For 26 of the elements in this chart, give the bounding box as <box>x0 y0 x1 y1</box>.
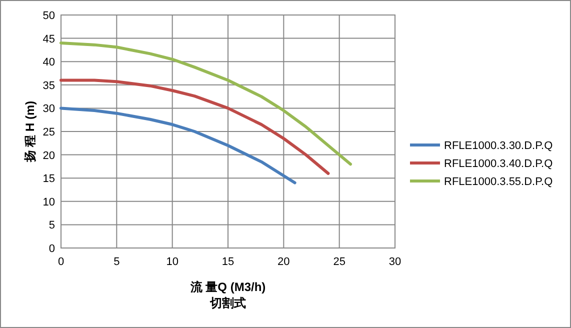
line-series <box>60 106 296 184</box>
y-tick-label: 0 <box>48 243 55 255</box>
y-tick-label: 5 <box>48 220 55 232</box>
y-tick-label: 40 <box>42 56 55 69</box>
x-tick-label: 30 <box>388 256 402 268</box>
y-axis-title: 扬 程 H (m) <box>23 100 37 164</box>
x-tick-label: 25 <box>333 256 346 268</box>
x-axis-title: 流 量Q (M3/h) 切割式 <box>189 280 266 310</box>
y-tick-label: 35 <box>42 80 55 92</box>
y-tick-label: 10 <box>42 196 55 208</box>
x-tick-label: 20 <box>278 256 290 268</box>
legend-label: RFLE1000.3.30.D.P.Q <box>444 140 554 152</box>
line-series <box>60 41 352 166</box>
y-tick-label: 50 <box>42 10 55 22</box>
y-tick-label: 45 <box>42 33 55 46</box>
y-tick-label: 30 <box>42 103 55 116</box>
y-tick-label: 25 <box>42 126 55 138</box>
x-tick-label: 10 <box>166 256 178 268</box>
x-tick-label: 15 <box>222 256 234 268</box>
y-tick-label: 15 <box>42 173 55 186</box>
legend-label: RFLE1000.3.55.D.P.Q <box>444 176 554 188</box>
legend-label: RFLE1000.3.40.D.P.Q <box>444 158 554 170</box>
line-series <box>60 78 330 175</box>
x-tick-label: 0 <box>58 256 64 268</box>
y-tick-label: 20 <box>42 150 55 162</box>
x-tick-label: 5 <box>114 256 120 268</box>
